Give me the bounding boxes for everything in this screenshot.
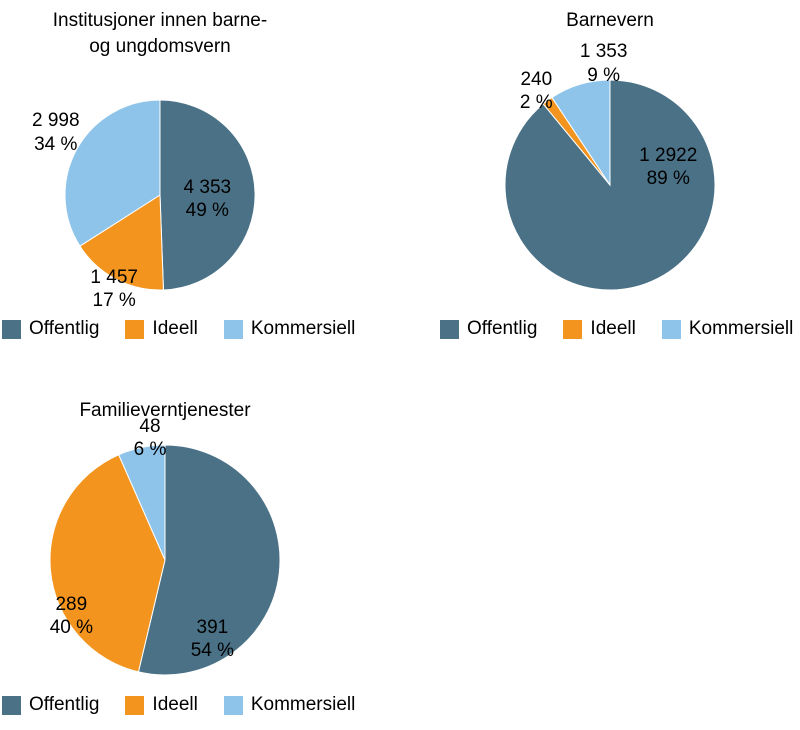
slice-value: 4 353	[183, 176, 232, 198]
legend-item-ideell: Ideell	[125, 694, 198, 716]
legend-swatch-ideell	[563, 319, 583, 339]
legend-item-offentlig: Offentlig	[2, 694, 99, 716]
chart-title: Familieverntjenester	[0, 398, 330, 424]
slice-percent: 54 %	[190, 639, 235, 661]
chart-title-line: og ungdomsvern	[89, 35, 231, 57]
pie-slice-kommersiell	[551, 79, 611, 187]
legend-label: Kommersiell	[250, 318, 356, 339]
slice-label-ideell: 1 457 17 %	[90, 266, 138, 312]
pie-slice-ideell	[79, 194, 164, 291]
slice-value: 1 353	[579, 41, 628, 63]
legend-swatch-kommersiell	[223, 319, 243, 339]
legend-item-kommersiell: Kommersiell	[223, 694, 356, 716]
slice-label-kommersiell: 1 353 9 %	[580, 40, 628, 86]
legend-item-kommersiell: Kommersiell	[661, 318, 794, 340]
legend-label: Kommersiell	[688, 318, 794, 339]
slice-value: 240	[520, 68, 553, 90]
chart-title: Barnevern	[430, 8, 790, 34]
slice-percent: 6 %	[133, 438, 167, 460]
pie-slice-offentlig	[159, 99, 256, 291]
pie	[64, 99, 256, 291]
legend-label: Offentlig	[29, 694, 100, 715]
chart-title-line: Barnevern	[566, 10, 654, 31]
pie	[504, 79, 716, 291]
slice-value: 391	[196, 616, 229, 638]
legend: Offentlig Ideell Kommersiell	[2, 694, 355, 716]
legend-item-ideell: Ideell	[125, 318, 198, 340]
slice-label-offentlig: 391 54 %	[191, 616, 234, 662]
legend: Offentlig Ideell Kommersiell	[2, 318, 355, 340]
legend-swatch-kommersiell	[661, 319, 681, 339]
slice-percent: 9 %	[587, 64, 620, 86]
legend-item-ideell: Ideell	[563, 318, 636, 340]
slice-label-kommersiell: 48 6 %	[134, 415, 167, 461]
pie-chart-institusjoner: Institusjoner innen barne- og ungdomsver…	[0, 0, 355, 350]
slice-label-ideell: 289 40 %	[50, 593, 93, 639]
pie-chart-familieverntjenester: Familieverntjenester Offentlig Ideell Ko…	[0, 395, 370, 730]
chart-title-line: Familieverntjenester	[79, 400, 251, 421]
pie-slice-kommersiell	[118, 444, 166, 561]
pie-slice-kommersiell	[64, 99, 161, 247]
legend-swatch-ideell	[125, 319, 145, 339]
slice-label-kommersiell: 2 998 34 %	[32, 109, 80, 155]
slice-value: 289	[55, 594, 88, 616]
slice-percent: 34 %	[34, 133, 78, 155]
pie-slice-ideell	[49, 454, 166, 673]
pie-slice-offentlig	[137, 444, 281, 676]
pie	[49, 444, 281, 676]
slice-value: 1 2922	[639, 145, 698, 167]
legend-item-offentlig: Offentlig	[2, 318, 99, 340]
legend-swatch-offentlig	[2, 319, 21, 339]
slice-value: 48	[139, 415, 161, 437]
legend: Offentlig Ideell Kommersiell	[440, 318, 793, 340]
slice-percent: 40 %	[49, 617, 93, 639]
legend-swatch-offentlig	[440, 319, 459, 339]
slice-label-offentlig: 1 2922 89 %	[639, 144, 697, 190]
legend-label: Kommersiell	[250, 694, 356, 715]
legend-item-kommersiell: Kommersiell	[223, 318, 356, 340]
slice-percent: 17 %	[92, 289, 136, 311]
slice-percent: 89 %	[646, 168, 690, 190]
legend-label: Offentlig	[467, 318, 538, 339]
legend-label: Offentlig	[29, 318, 100, 339]
legend-label: Ideell	[152, 318, 198, 339]
legend-label: Ideell	[590, 318, 636, 339]
chart-title: Institusjoner innen barne- og ungdomsver…	[0, 8, 320, 59]
legend-swatch-kommersiell	[223, 695, 243, 715]
legend-swatch-offentlig	[2, 695, 21, 715]
pie-chart-barnevern: Barnevern Offentlig Ideell Kommersiell 1…	[430, 0, 800, 350]
slice-value: 1 457	[90, 266, 138, 288]
slice-percent: 2 %	[519, 91, 553, 113]
slice-label-ideell: 240 2 %	[520, 68, 553, 114]
legend-swatch-ideell	[125, 695, 145, 715]
slice-value: 2 998	[31, 110, 80, 132]
legend-label: Ideell	[152, 694, 198, 715]
slice-label-offentlig: 4 353 49 %	[184, 176, 232, 222]
slice-percent: 49 %	[185, 200, 229, 222]
chart-title-line: Institusjoner innen barne-	[52, 10, 268, 31]
legend-item-offentlig: Offentlig	[440, 318, 537, 340]
